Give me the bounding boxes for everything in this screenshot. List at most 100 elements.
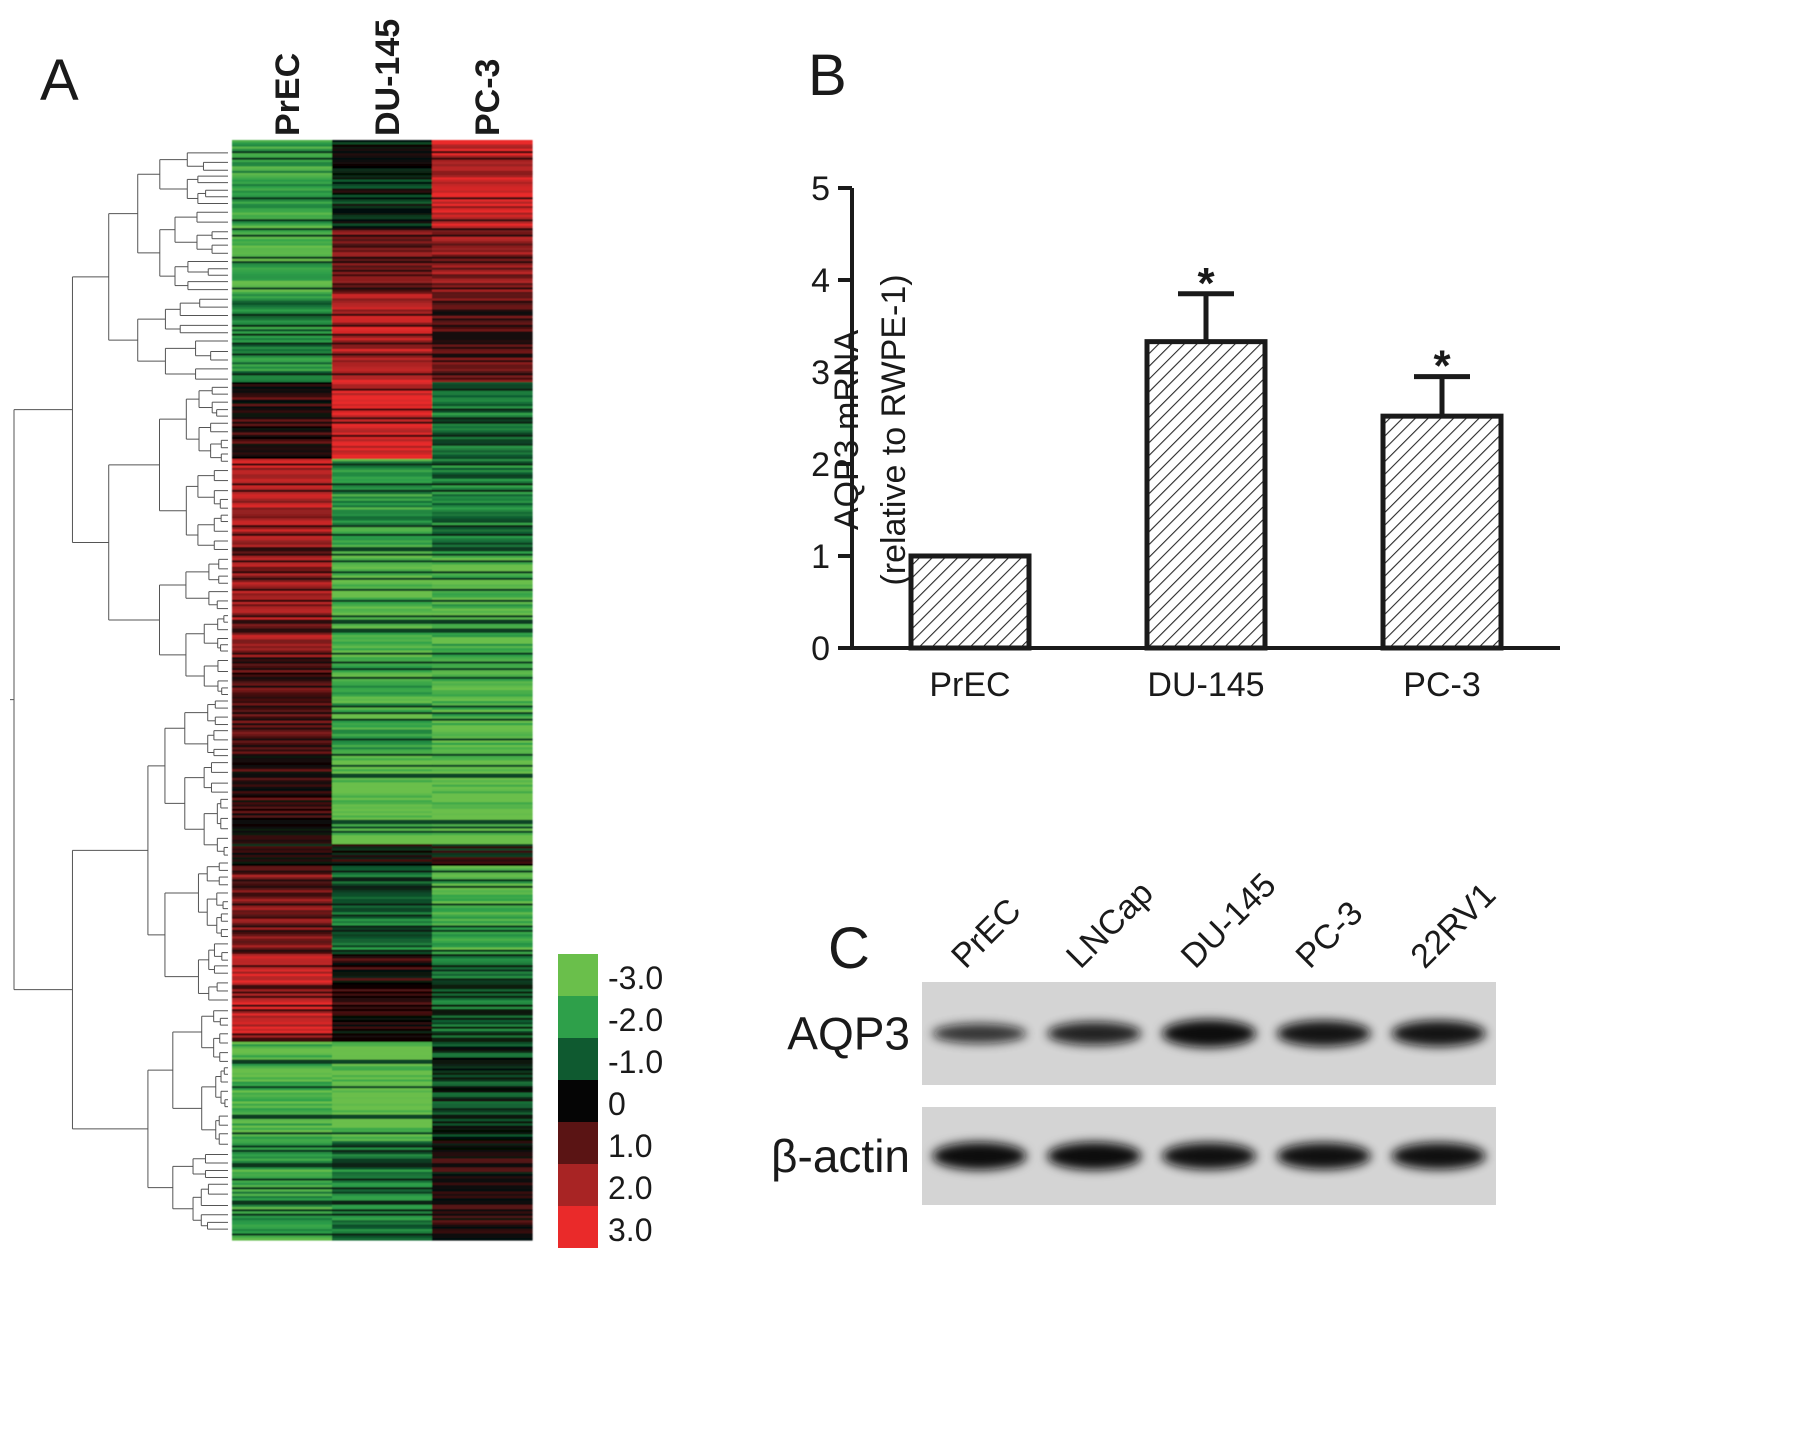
heatmap-cell [232, 1127, 333, 1131]
heatmap-cell [232, 1174, 333, 1177]
legend-value-label: -3.0 [608, 960, 663, 996]
heatmap-cell [432, 1207, 533, 1210]
heatmap-cell [332, 980, 433, 984]
legend-swatch [558, 954, 598, 996]
heatmap-cell [432, 830, 533, 834]
heatmap-cell [232, 157, 333, 161]
heatmap-cell [432, 555, 533, 559]
heatmap-cell [432, 586, 533, 590]
heatmap-cell [232, 921, 333, 924]
heatmap-cell [332, 342, 433, 346]
heatmap-cell [332, 1156, 433, 1160]
heatmap-cell [232, 793, 333, 797]
heatmap-cell [232, 441, 333, 445]
heatmap-cell [432, 874, 533, 878]
heatmap-cell [432, 382, 533, 385]
heatmap-cell [232, 791, 333, 794]
heatmap-cell [232, 142, 333, 145]
heatmap-cell [232, 439, 333, 442]
heatmap-cell [432, 225, 533, 229]
heatmap-cell [432, 1101, 533, 1105]
heatmap-cell [232, 628, 333, 632]
heatmap-cell [432, 1231, 533, 1234]
heatmap-cell [332, 197, 433, 200]
heatmap-cell [332, 258, 433, 262]
heatmap-cell [432, 346, 533, 350]
heatmap-cell [432, 679, 533, 682]
heatmap-cell [332, 234, 433, 238]
heatmap-cell [432, 1209, 533, 1212]
heatmap-cell [432, 654, 533, 658]
heatmap-cell [432, 1167, 533, 1171]
heatmap-cell [432, 410, 533, 414]
heatmap-cell [332, 1081, 433, 1085]
heatmap-cell [232, 153, 333, 156]
heatmap-cell [232, 375, 333, 379]
heatmap-cell [232, 1042, 333, 1045]
heatmap-cell [332, 1218, 433, 1221]
heatmap-cell [432, 945, 533, 948]
heatmap-cell [332, 1204, 433, 1208]
heatmap-cell [432, 459, 533, 462]
heatmap-cell [332, 408, 433, 412]
heatmap-cell [432, 375, 533, 379]
heatmap-cell [332, 1213, 433, 1217]
heatmap-cell [332, 1114, 433, 1118]
heatmap-cell [232, 837, 333, 841]
bar-marks: PrEC*DU-145*PC-3 [908, 259, 1504, 704]
heatmap-cell [332, 228, 433, 231]
heatmap-cell [332, 470, 433, 473]
heatmap-cell [332, 1011, 433, 1014]
heatmap-cell [332, 140, 433, 143]
heatmap-cell [332, 239, 433, 242]
heatmap-cell [232, 318, 333, 321]
heatmap-cell [332, 868, 433, 871]
heatmap-cell [232, 687, 333, 691]
heatmap-cell [432, 1211, 533, 1215]
heatmap-cell [432, 553, 533, 557]
heatmap-cell [232, 476, 333, 480]
heatmap-cell [232, 848, 333, 852]
heatmap-cell [432, 415, 533, 418]
heatmap-cell [332, 1149, 433, 1153]
heatmap-cell [232, 1207, 333, 1210]
heatmap-cell [232, 210, 333, 214]
legend-value-label: -1.0 [608, 1044, 663, 1080]
heatmap-cell [432, 1026, 533, 1030]
heatmap-cell [232, 507, 333, 511]
heatmap-cell [432, 1119, 533, 1122]
heatmap-cell [332, 542, 433, 546]
heatmap-cell [232, 263, 333, 266]
heatmap-cell [232, 762, 333, 766]
heatmap-cell [432, 685, 533, 689]
heatmap-cell [432, 1127, 533, 1131]
heatmap-cell [332, 573, 433, 577]
heatmap-cell [432, 916, 533, 920]
heatmap-cell [232, 1013, 333, 1017]
heatmap-cell [432, 1235, 533, 1239]
heatmap-cell [432, 419, 533, 423]
heatmap-cell [232, 542, 333, 546]
heatmap-cell [432, 245, 533, 249]
heatmap-cell [332, 709, 433, 713]
heatmap-cell [432, 542, 533, 546]
heatmap-cell [432, 1154, 533, 1157]
heatmap-cell [232, 549, 333, 552]
heatmap-cell [232, 709, 333, 713]
heatmap-cell [232, 767, 333, 770]
heatmap-cell [332, 661, 433, 665]
heatmap-cell [432, 357, 533, 361]
heatmap-cell [332, 296, 433, 299]
heatmap-cell [232, 1070, 333, 1074]
heatmap-cell [332, 861, 433, 865]
heatmap-cell [432, 681, 533, 684]
heatmap-cell [332, 778, 433, 781]
heatmap-cell [432, 1042, 533, 1045]
heatmap-cell [232, 833, 333, 836]
heatmap-cell [332, 1013, 433, 1017]
heatmap-cell [232, 890, 333, 893]
heatmap-cell [432, 195, 533, 198]
heatmap-cell [232, 461, 333, 464]
heatmap-cell [332, 540, 433, 544]
